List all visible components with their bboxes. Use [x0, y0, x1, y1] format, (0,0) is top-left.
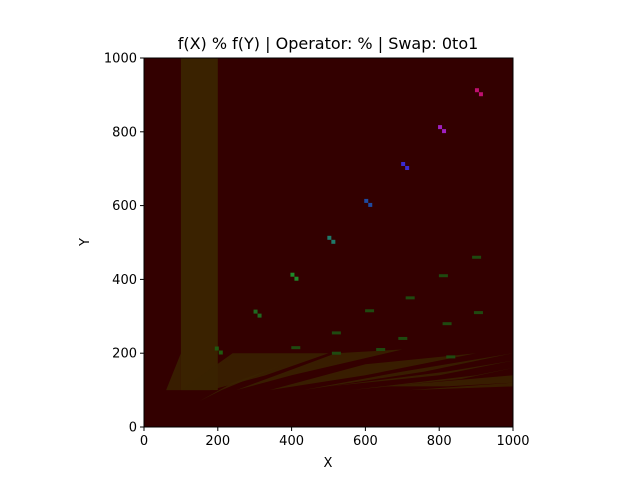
y-tick-label-5: 1000: [104, 52, 137, 67]
band-streak-9: [409, 382, 513, 391]
speck-10: [331, 351, 341, 355]
plot-area: [144, 58, 513, 427]
diagonal-square-0-a: [214, 346, 219, 351]
x-axis-label: X: [324, 456, 333, 471]
speck-11: [446, 355, 456, 359]
vertical-band: [180, 58, 218, 391]
diagonal-squares: [214, 88, 483, 355]
speck-3: [405, 296, 415, 300]
y-axis-label: Y: [78, 238, 93, 247]
diagonal-square-7-b: [478, 92, 483, 97]
speck-0: [291, 346, 301, 350]
diagonal-square-7-a: [474, 88, 479, 93]
speck-1: [331, 331, 341, 335]
plot-frame: [143, 57, 514, 428]
x-tick-label-3: 600: [353, 434, 378, 449]
band-streak-4: [269, 353, 477, 391]
y-tick-label-2: 400: [112, 273, 137, 288]
diagonal-square-4-b: [368, 202, 373, 207]
band-streak-0: [166, 353, 181, 391]
diagonal-square-3-b: [331, 239, 336, 244]
diagonal-square-0-b: [218, 350, 223, 355]
x-tick-label-0: 0: [140, 434, 148, 449]
y-tick-label-1: 200: [112, 347, 137, 362]
x-tick-label-2: 400: [279, 434, 304, 449]
band-streak-8: [383, 375, 513, 387]
chart-title: f(X) % f(Y) | Operator: % | Swap: 0to1: [178, 34, 479, 53]
speck-6: [473, 311, 483, 315]
x-tick-label-4: 800: [427, 434, 452, 449]
x-tick-label-1: 200: [205, 434, 230, 449]
diagonal-square-5-a: [401, 162, 406, 167]
diagonal-square-2-a: [290, 272, 295, 277]
diagonal-square-6-b: [442, 129, 447, 134]
speck-9: [376, 348, 386, 352]
diagonal-square-4-a: [364, 198, 369, 203]
diagonal-square-3-a: [327, 235, 332, 240]
speck-5: [472, 255, 482, 259]
y-tick-label-0: 0: [129, 421, 137, 436]
speck-2: [365, 309, 375, 313]
diagonal-square-1-b: [257, 313, 262, 318]
x-axis-ticks: 0 200 400 600 800 1000: [140, 427, 530, 449]
speck-4: [438, 274, 448, 278]
speck-7: [442, 322, 452, 326]
x-tick-label-5: 1000: [496, 434, 529, 449]
band-patterns: [166, 58, 513, 402]
y-tick-label-4: 800: [112, 125, 137, 140]
y-axis-ticks: 0 200 400 600 800 1000: [104, 52, 144, 436]
diagonal-square-1-a: [253, 309, 258, 314]
diagonal-square-2-b: [294, 276, 299, 281]
band-streak-1: [180, 353, 329, 391]
diagonal-square-6-a: [438, 125, 443, 130]
speck-8: [398, 336, 408, 340]
band-streak-5: [302, 353, 513, 391]
diagonal-square-5-b: [405, 166, 410, 171]
y-tick-label-3: 600: [112, 199, 137, 214]
